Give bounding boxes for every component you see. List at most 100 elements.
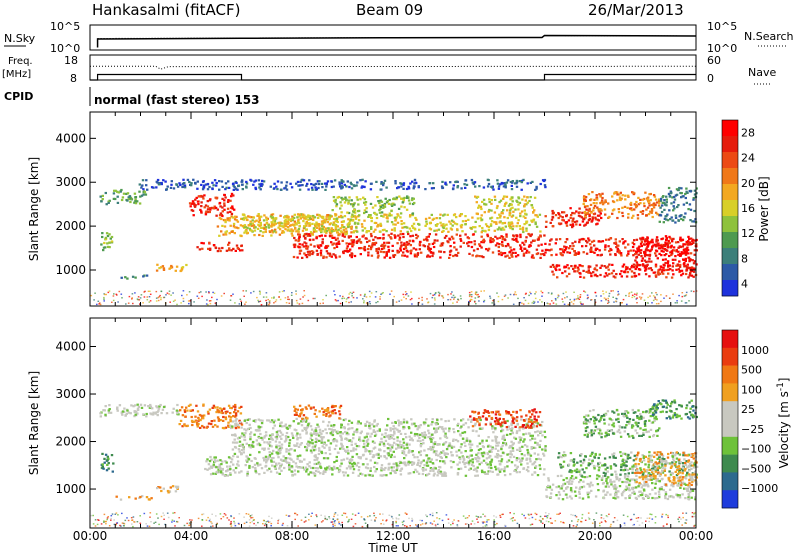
freq-tick-bottom: 8 <box>70 72 77 85</box>
ytick-label-3: 4000 <box>55 131 86 145</box>
cpid-label: CPID <box>4 90 33 103</box>
data-region-2 <box>115 495 153 501</box>
colorbar-cell-4 <box>722 401 738 420</box>
data-region-8 <box>292 232 547 259</box>
colorbar-cell-0 <box>722 330 738 349</box>
noise-series <box>96 34 697 48</box>
xtick-label-2: 08:00 <box>275 529 310 543</box>
power-cbar-tick-6: 28 <box>741 127 755 140</box>
power-axes: 1000 2000 3000 4000 <box>55 112 697 306</box>
data-region-9 <box>196 241 244 253</box>
noise-left-tick-bottom: 10^0 <box>50 42 80 55</box>
velocity-cbar-tick-4: −25 <box>741 423 764 436</box>
data-region-5 <box>188 192 236 218</box>
near-range-scatter <box>90 512 696 528</box>
noise-right-label: N.Search <box>744 30 794 43</box>
velocity-axes: 1000 2000 3000 4000 00:00 04:00 08:00 12:00 16:0… <box>55 318 713 543</box>
data-region-17 <box>658 186 698 224</box>
station-title: Hankasalmi (fitACF) <box>92 1 241 19</box>
data-region-7 <box>293 404 343 420</box>
data-region-3 <box>120 274 149 280</box>
noise-line-1 <box>97 34 697 39</box>
xtick-label-3: 12:00 <box>376 529 411 543</box>
colorbar-cell-10 <box>722 280 738 297</box>
noise-left-label: N.Sky <box>4 32 36 45</box>
colorbar-cell-2 <box>722 365 738 384</box>
colorbar-cell-8 <box>722 248 738 265</box>
power-cbar-tick-4: 20 <box>741 177 755 190</box>
nave-line <box>90 65 697 70</box>
colorbar-cell-1 <box>722 347 738 366</box>
data-region-7 <box>241 213 542 234</box>
velocity-panel: 1000 2000 3000 4000 00:00 04:00 08:00 12:00 16:0… <box>27 317 791 554</box>
ytick-label-1: 2000 <box>55 435 86 449</box>
xtick-label-6: 00:00 <box>679 529 714 543</box>
ytick-label-3: 4000 <box>55 340 86 354</box>
frequency-series <box>90 65 697 81</box>
velocity-cbar-tick-2: 100 <box>741 383 762 396</box>
colorbar-cell-0 <box>722 120 738 137</box>
data-region-8 <box>469 408 542 429</box>
colorbar-cell-3 <box>722 383 738 402</box>
xtick-label-0: 00:00 <box>73 529 108 543</box>
noise-line-0 <box>96 34 697 48</box>
data-region-12 <box>582 408 661 439</box>
freq-label: Freq. <box>8 56 33 67</box>
data-region-14 <box>549 263 698 279</box>
colorbar-cell-5 <box>722 419 738 438</box>
frequency-panel: Freq. [MHz] 18 8 60 0 Nave <box>2 54 776 85</box>
ytick-label-2: 3000 <box>55 387 86 401</box>
colorbar-cell-1 <box>722 136 738 153</box>
data-region-10 <box>331 195 416 215</box>
xtick-label-1: 04:00 <box>174 529 209 543</box>
noise-left-tick-top: 10^5 <box>50 20 80 33</box>
colorbar-cell-5 <box>722 200 738 217</box>
power-cbar-tick-2: 12 <box>741 227 755 240</box>
freq-unit: [MHz] <box>2 69 31 80</box>
data-region-2 <box>100 232 114 252</box>
colorbar-cell-3 <box>722 168 738 185</box>
power-colorbar: 4 8 12 16 20 24 28 <box>721 119 755 297</box>
freq-tick-top: 18 <box>64 54 78 67</box>
data-region-11 <box>634 451 699 487</box>
velocity-cbar-tick-5: −100 <box>741 443 771 456</box>
power-panel: 1000 2000 3000 4000 Slant Range [km] 4 8 12 16… <box>27 111 771 307</box>
power-cbar-tick-1: 8 <box>741 252 748 265</box>
cpid-row: CPID normal (fast stereo) 153 <box>4 87 260 107</box>
velocity-cbar-tick-0: 1000 <box>741 344 769 357</box>
frequency-line <box>90 73 696 81</box>
colorbar-cell-2 <box>722 152 738 169</box>
noise-right-tick-bottom: 10^0 <box>707 42 737 55</box>
velocity-cbar-tick-1: 500 <box>741 364 762 377</box>
data-region-11 <box>474 195 537 216</box>
velocity-heatmap <box>90 399 699 528</box>
colorbar-cell-8 <box>722 472 738 491</box>
colorbar-cell-7 <box>722 454 738 473</box>
velocity-cbar-tick-7: −1000 <box>741 482 778 495</box>
xtick-label-4: 16:00 <box>477 529 512 543</box>
nave-tick-bottom: 0 <box>707 72 714 85</box>
xtick-label-5: 20:00 <box>578 529 613 543</box>
data-region-0 <box>99 188 148 206</box>
cpid-text: normal (fast stereo) 153 <box>94 93 260 107</box>
colorbar-cell-9 <box>722 264 738 281</box>
velocity-colorbar: 1000 500 100 25 −25 −100 −500 −1000 <box>721 329 778 509</box>
colorbar-cell-6 <box>722 216 738 233</box>
power-ylabel: Slant Range [km] <box>27 157 41 261</box>
data-region-10 <box>557 451 698 477</box>
data-region-9 <box>545 474 698 501</box>
near-range-scatter <box>90 290 698 306</box>
date-title: 26/Mar/2013 <box>588 1 684 19</box>
data-region-16 <box>582 191 661 220</box>
data-region-4 <box>155 263 188 273</box>
power-cbar-tick-5: 24 <box>741 152 755 165</box>
noise-right-tick-top: 10^5 <box>707 20 737 33</box>
data-region-3 <box>156 485 180 494</box>
beam-title: Beam 09 <box>356 1 424 19</box>
time-axis-label: Time UT <box>367 541 418 554</box>
noise-panel: N.Sky 10^5 10^0 10^5 10^0 N.Search <box>4 20 794 55</box>
velocity-ylabel: Slant Range [km] <box>27 371 41 475</box>
ytick-label-2: 3000 <box>55 175 86 189</box>
nave-tick-top: 60 <box>707 54 721 67</box>
